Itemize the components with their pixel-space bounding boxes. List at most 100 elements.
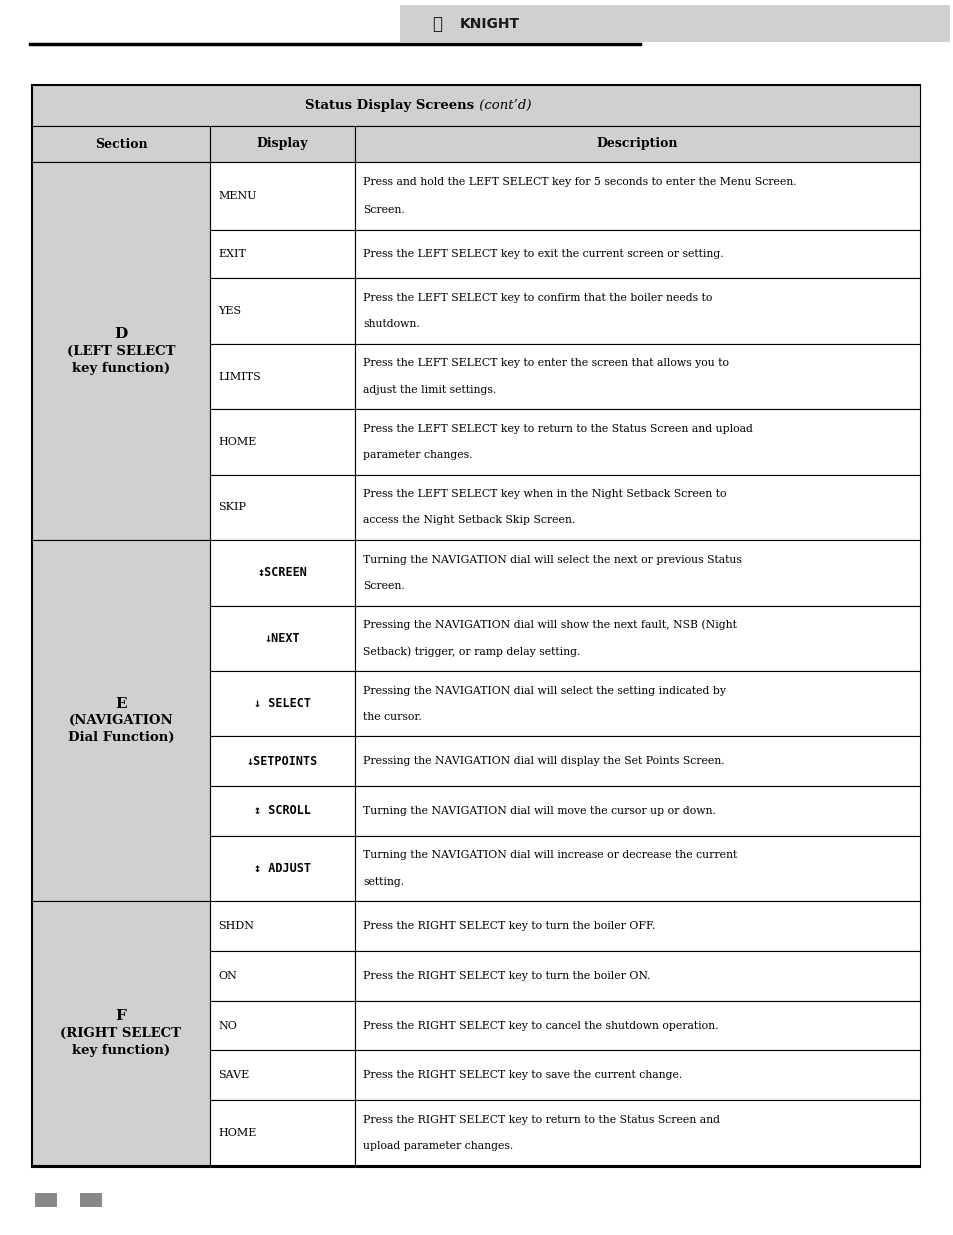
- Bar: [210, 836, 355, 902]
- Bar: [355, 605, 919, 671]
- Text: F: F: [115, 1009, 127, 1024]
- Bar: [210, 278, 355, 343]
- Text: D: D: [114, 327, 128, 341]
- Text: Press the LEFT SELECT key to return to the Status Screen and upload: Press the LEFT SELECT key to return to t…: [363, 424, 752, 433]
- Bar: [210, 343, 355, 409]
- Text: SKIP: SKIP: [218, 503, 246, 513]
- Bar: [32, 902, 210, 1166]
- Text: Press the RIGHT SELECT key to turn the boiler ON.: Press the RIGHT SELECT key to turn the b…: [363, 971, 650, 981]
- Text: (LEFT SELECT: (LEFT SELECT: [67, 345, 175, 358]
- Text: ↕ SCROLL: ↕ SCROLL: [253, 804, 311, 818]
- Text: Dial Function): Dial Function): [68, 731, 174, 745]
- Bar: [355, 474, 919, 540]
- Bar: [355, 278, 919, 343]
- Text: Pressing the NAVIGATION dial will display the Set Points Screen.: Pressing the NAVIGATION dial will displa…: [363, 756, 724, 766]
- Text: ↓ SELECT: ↓ SELECT: [253, 697, 311, 710]
- Text: YES: YES: [218, 306, 241, 316]
- Text: Turning the NAVIGATION dial will increase or decrease the current: Turning the NAVIGATION dial will increas…: [363, 851, 737, 861]
- Bar: [355, 902, 919, 951]
- Text: key function): key function): [71, 1044, 170, 1057]
- Text: Turning the NAVIGATION dial will select the next or previous Status: Turning the NAVIGATION dial will select …: [363, 555, 741, 564]
- Bar: [32, 85, 919, 1167]
- Bar: [32, 162, 210, 540]
- Text: (cont’d): (cont’d): [475, 99, 531, 112]
- Text: Status Display Screens: Status Display Screens: [305, 99, 474, 112]
- Text: the cursor.: the cursor.: [363, 711, 421, 721]
- Bar: [35, 1193, 57, 1207]
- Bar: [210, 605, 355, 671]
- Text: Turning the NAVIGATION dial will move the cursor up or down.: Turning the NAVIGATION dial will move th…: [363, 806, 715, 816]
- Text: Pressing the NAVIGATION dial will show the next fault, NSB (Night: Pressing the NAVIGATION dial will show t…: [363, 620, 736, 630]
- Text: Display: Display: [256, 137, 308, 151]
- Text: LIMITS: LIMITS: [218, 372, 260, 382]
- Text: SAVE: SAVE: [218, 1071, 249, 1081]
- Bar: [210, 162, 355, 230]
- Bar: [210, 540, 355, 605]
- Text: shutdown.: shutdown.: [363, 319, 419, 330]
- Text: Screen.: Screen.: [363, 205, 404, 215]
- Text: setting.: setting.: [363, 877, 404, 887]
- Text: Setback) trigger, or ramp delay setting.: Setback) trigger, or ramp delay setting.: [363, 646, 579, 657]
- Text: ⛨: ⛨: [432, 15, 441, 32]
- Bar: [210, 671, 355, 736]
- Text: KNIGHT: KNIGHT: [459, 16, 519, 31]
- Bar: [210, 902, 355, 951]
- Bar: [210, 951, 355, 1000]
- Text: Press the RIGHT SELECT key to return to the Status Screen and: Press the RIGHT SELECT key to return to …: [363, 1115, 720, 1125]
- Text: Pressing the NAVIGATION dial will select the setting indicated by: Pressing the NAVIGATION dial will select…: [363, 685, 725, 695]
- Bar: [210, 230, 355, 278]
- Bar: [355, 540, 919, 605]
- Text: EXIT: EXIT: [218, 249, 246, 259]
- Bar: [80, 1193, 102, 1207]
- Bar: [355, 230, 919, 278]
- Bar: [210, 126, 355, 162]
- Bar: [355, 409, 919, 474]
- Bar: [355, 1050, 919, 1100]
- Bar: [210, 1050, 355, 1100]
- Bar: [210, 736, 355, 787]
- Text: Press and hold the LEFT SELECT key for 5 seconds to enter the Menu Screen.: Press and hold the LEFT SELECT key for 5…: [363, 178, 796, 188]
- Bar: [32, 126, 210, 162]
- Bar: [210, 787, 355, 836]
- Bar: [32, 85, 919, 126]
- Text: upload parameter changes.: upload parameter changes.: [363, 1141, 513, 1151]
- Text: Press the LEFT SELECT key to enter the screen that allows you to: Press the LEFT SELECT key to enter the s…: [363, 358, 728, 368]
- Text: ON: ON: [218, 971, 236, 981]
- Bar: [355, 951, 919, 1000]
- Text: Press the RIGHT SELECT key to turn the boiler OFF.: Press the RIGHT SELECT key to turn the b…: [363, 921, 655, 931]
- Text: NO: NO: [218, 1020, 236, 1030]
- Text: Press the LEFT SELECT key to confirm that the boiler needs to: Press the LEFT SELECT key to confirm tha…: [363, 293, 712, 303]
- Bar: [210, 474, 355, 540]
- Bar: [355, 736, 919, 787]
- Bar: [399, 5, 949, 42]
- Text: Press the RIGHT SELECT key to cancel the shutdown operation.: Press the RIGHT SELECT key to cancel the…: [363, 1020, 718, 1030]
- Bar: [210, 409, 355, 474]
- Text: HOME: HOME: [218, 437, 256, 447]
- Text: (NAVIGATION: (NAVIGATION: [69, 714, 173, 727]
- Bar: [355, 836, 919, 902]
- Text: ↓NEXT: ↓NEXT: [264, 632, 300, 645]
- Text: Press the LEFT SELECT key when in the Night Setback Screen to: Press the LEFT SELECT key when in the Ni…: [363, 489, 726, 499]
- Bar: [355, 126, 919, 162]
- Text: parameter changes.: parameter changes.: [363, 450, 472, 461]
- Text: access the Night Setback Skip Screen.: access the Night Setback Skip Screen.: [363, 515, 575, 525]
- Bar: [355, 1000, 919, 1050]
- Text: E: E: [115, 697, 127, 710]
- Text: ↕SCREEN: ↕SCREEN: [257, 567, 307, 579]
- Bar: [355, 671, 919, 736]
- Text: Screen.: Screen.: [363, 580, 404, 590]
- Bar: [210, 1100, 355, 1166]
- Bar: [32, 540, 210, 902]
- Text: ↕ ADJUST: ↕ ADJUST: [253, 862, 311, 876]
- Text: Description: Description: [597, 137, 678, 151]
- Bar: [355, 343, 919, 409]
- Text: (RIGHT SELECT: (RIGHT SELECT: [60, 1026, 181, 1040]
- Text: HOME: HOME: [218, 1128, 256, 1137]
- Bar: [355, 162, 919, 230]
- Text: Section: Section: [94, 137, 147, 151]
- Bar: [355, 1100, 919, 1166]
- Bar: [210, 1000, 355, 1050]
- Bar: [355, 787, 919, 836]
- Text: adjust the limit settings.: adjust the limit settings.: [363, 384, 496, 395]
- Text: key function): key function): [71, 362, 170, 374]
